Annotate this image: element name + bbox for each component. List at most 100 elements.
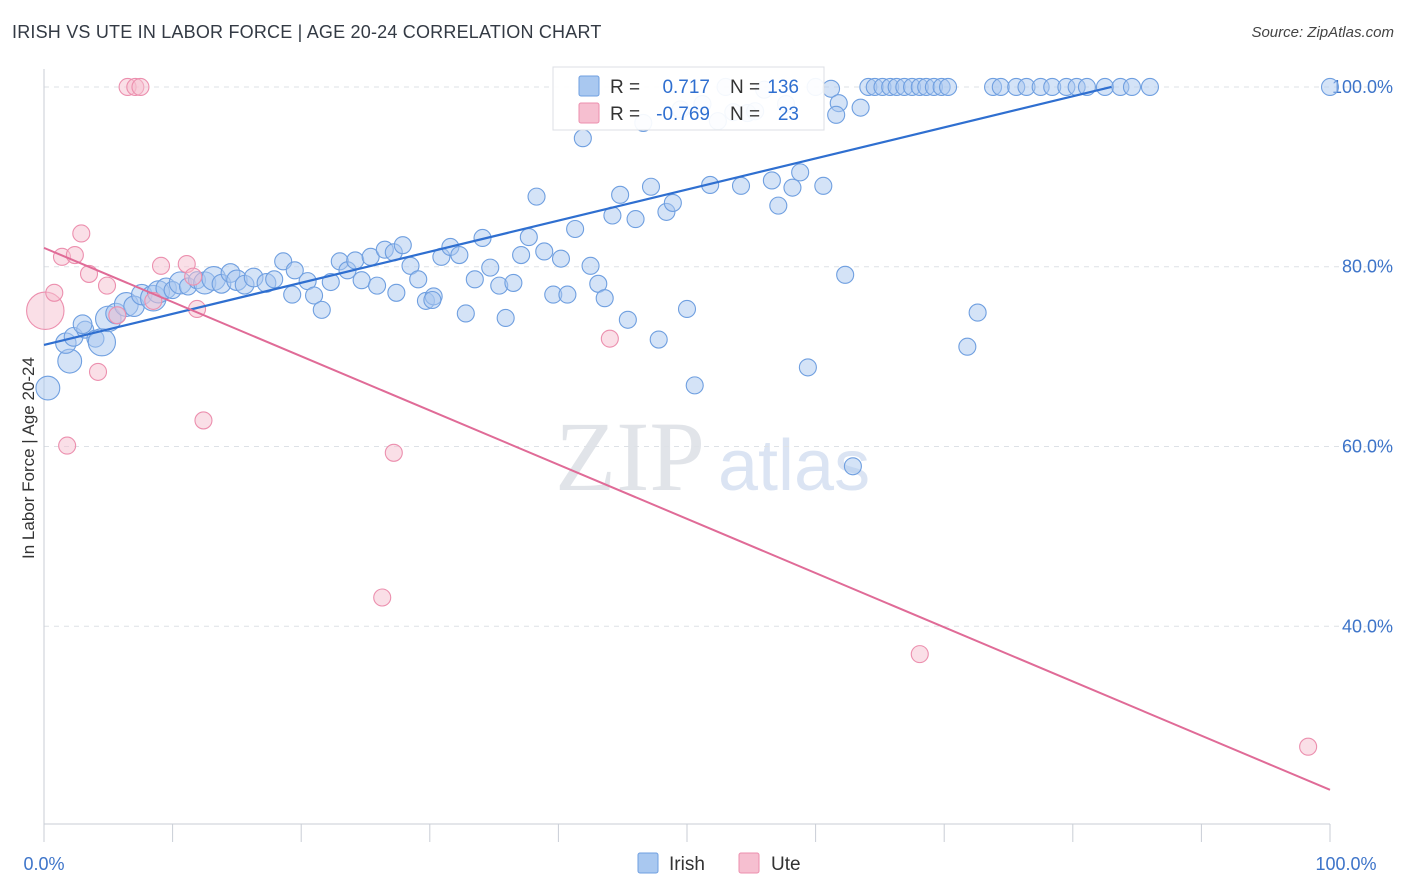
irish-point-103 [843,457,862,476]
ute-r-label: R = [610,104,640,125]
x-tick-label-min: 0.0% [23,854,64,874]
irish-point-79 [663,193,682,212]
ute-point-9 [108,306,127,325]
stats-legend: R = 0.717 N = 136 R = -0.769 N = 23 [552,66,825,131]
irish-trend-line [43,85,1112,347]
ute-point-6 [79,264,99,283]
irish-point-116 [939,77,958,97]
watermark-zip: ZIP [555,401,705,512]
irish-r-value: 0.717 [662,77,710,98]
ute-point-8 [97,276,117,295]
bottom-legend: Irish Ute [637,852,801,875]
irish-r-label: R = [610,77,640,98]
irish-point-52 [456,304,475,323]
irish-point-120 [991,77,1010,97]
irish-point-118 [968,303,987,322]
irish-point-44 [393,236,412,255]
ute-point-16 [373,588,392,607]
irish-point-53 [465,270,484,289]
ute-r-value: -0.769 [656,104,710,125]
irish-point-135 [827,105,846,124]
irish-point-95 [783,178,802,197]
irish-point-41 [368,276,387,295]
irish-point-38 [346,251,365,270]
irish-point-130 [1122,77,1142,97]
ute-n-value: 23 [778,104,799,125]
grid-lines [44,86,1390,627]
ute-point-13 [184,267,203,286]
irish-point-82 [685,376,704,395]
irish-point-60 [519,228,538,247]
y-axis-title: In Labor Force | Age 20-24 [19,357,38,559]
irish-point-61 [527,187,546,206]
source-label: Source: ZipAtlas.com [1251,24,1394,41]
ute-point-17 [384,443,403,462]
irish-point-68 [581,256,600,275]
watermark: ZIP atlas [555,401,870,512]
irish-point-59 [512,246,531,265]
y-tick-label-80: 80.0% [1342,257,1393,277]
irish-point-117 [958,337,977,356]
ute-point-7 [88,362,108,381]
legend-ute-label: Ute [771,854,801,875]
irish-point-30 [283,285,302,304]
ute-point-11 [151,256,171,275]
ute-point-5 [72,224,91,243]
irish-point-28 [265,270,284,289]
irish-point-102 [836,265,855,284]
irish-point-33 [305,286,324,305]
irish-point-51 [450,246,469,265]
ute-point-20 [131,77,150,97]
y-tick-label-100: 100.0% [1332,77,1393,97]
irish-point-0 [35,375,61,401]
legend-ute-swatch [738,852,760,874]
ute-point-3 [58,436,77,455]
irish-point-99 [814,176,833,195]
irish-point-77 [649,330,668,349]
irish-n-label: N = [730,77,760,98]
irish-point-57 [496,308,515,328]
irish-point-72 [611,185,630,204]
irish-point-92 [762,171,781,190]
irish-point-76 [641,177,661,196]
irish-point-133 [423,290,442,310]
irish-point-46 [409,270,428,289]
ute-point-1 [45,283,64,302]
irish-point-134 [387,283,406,302]
irish-point-34 [312,300,331,319]
ute-n-label: N = [730,104,760,125]
y-tick-labels: 40.0% 60.0% 80.0% 100.0% [1332,77,1393,636]
x-axis-ticks [43,824,1331,842]
irish-swatch [578,75,600,97]
irish-point-64 [551,249,571,268]
irish-point-31 [285,261,304,280]
irish-point-39 [352,271,371,290]
chart-title: IRISH VS UTE IN LABOR FORCE | AGE 20-24 … [12,22,602,42]
irish-n-value: 136 [767,77,799,98]
irish-point-74 [626,210,645,229]
irish-point-70 [595,289,614,308]
irish-point-88 [731,176,751,195]
irish-point-66 [566,219,585,239]
y-tick-label-60: 60.0% [1342,437,1393,457]
ute-point-22 [910,645,929,664]
irish-point-93 [769,196,788,215]
irish-point-55 [481,258,500,277]
irish-point-5 [72,314,93,335]
irish-point-62 [535,242,554,261]
irish-point-81 [677,299,697,319]
ute-point-21 [600,329,619,348]
irish-point-97 [798,358,817,377]
irish-point-96 [791,163,810,182]
irish-point-67 [573,129,592,148]
x-tick-label-max: 100.0% [1315,854,1376,874]
irish-point-131 [1140,77,1160,97]
irish-point-65 [558,285,577,304]
irish-point-73 [618,310,637,329]
ute-swatch [578,102,600,124]
ute-trend-line [43,246,1331,791]
ute-point-23 [1299,737,1318,756]
irish-point-132 [1320,77,1340,97]
y-tick-label-40: 40.0% [1342,616,1393,636]
legend-irish-label: Irish [669,854,705,875]
